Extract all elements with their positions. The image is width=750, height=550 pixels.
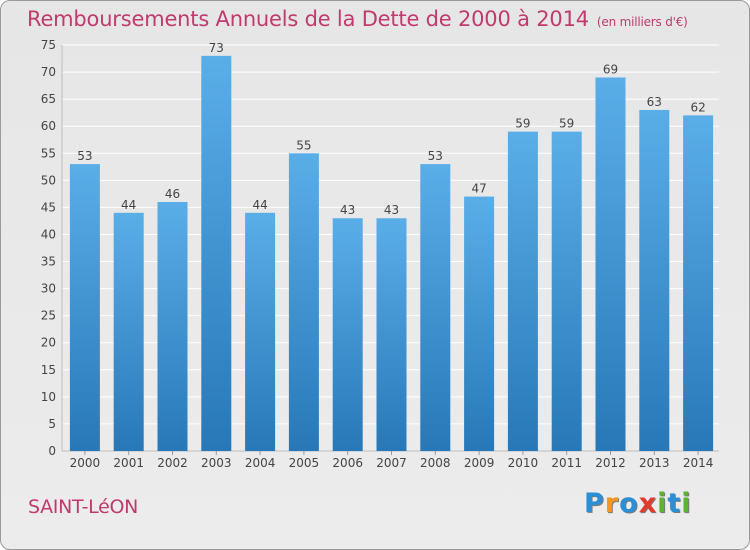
x-tick-label: 2002 <box>157 456 188 470</box>
y-tick-label: 10 <box>41 390 56 404</box>
bar-2013 <box>639 109 670 452</box>
y-tick-label: 25 <box>41 309 56 323</box>
value-label: 73 <box>209 41 224 55</box>
logo-letter: t <box>667 488 682 519</box>
bars: 53 44 46 73 44 55 43 43 53 47 59 59 69 63 62 <box>69 41 714 452</box>
x-tick-label: 2009 <box>464 456 495 470</box>
y-tick-label: 45 <box>41 200 56 214</box>
value-label: 53 <box>77 149 92 163</box>
value-label: 63 <box>647 95 662 109</box>
bar-2003 <box>201 55 232 452</box>
x-tick-label: 2004 <box>245 456 276 470</box>
x-tick-label: 2011 <box>551 456 582 470</box>
value-label: 53 <box>428 149 443 163</box>
x-tick-label: 2006 <box>332 456 363 470</box>
y-tick-label: 70 <box>41 65 56 79</box>
y-tick-label: 40 <box>41 227 56 241</box>
bar-2008 <box>420 164 451 452</box>
x-tick-label: 2008 <box>420 456 451 470</box>
bar-2014 <box>683 115 714 451</box>
chart-title: Remboursements Annuels de la Dette de 20… <box>27 7 688 31</box>
y-tick-label: 35 <box>41 255 56 269</box>
y-tick-label: 65 <box>41 92 56 106</box>
bar-2001 <box>113 212 144 451</box>
logo-letter: o <box>619 488 639 519</box>
x-tick-label: 2014 <box>683 456 714 470</box>
y-tick-label: 20 <box>41 336 56 350</box>
bar-2000 <box>69 164 100 452</box>
y-tick-label: 50 <box>41 173 56 187</box>
y-tick-label: 55 <box>41 146 56 160</box>
logo-letter: r <box>604 488 620 519</box>
value-label: 47 <box>471 182 486 196</box>
x-tick-label: 2005 <box>289 456 320 470</box>
bar-2007 <box>376 218 407 451</box>
bar-2005 <box>288 153 319 451</box>
y-tick-label: 30 <box>41 282 56 296</box>
value-label: 59 <box>515 117 530 131</box>
y-tick-label: 15 <box>41 363 56 377</box>
bar-2012 <box>595 77 626 451</box>
bar-2002 <box>157 201 188 451</box>
value-label: 55 <box>296 138 311 152</box>
chart-title-text: Remboursements Annuels de la Dette de 20… <box>27 7 589 31</box>
bar-2010 <box>507 131 538 451</box>
x-tick-label: 2007 <box>376 456 407 470</box>
logo-letter: i <box>657 488 668 519</box>
x-tick-label: 2012 <box>595 456 626 470</box>
logo-letter: i <box>681 488 692 519</box>
value-label: 44 <box>121 198 136 212</box>
commune-name: SAINT-LéON <box>28 496 139 518</box>
bar-2006 <box>332 218 363 451</box>
value-label: 44 <box>252 198 267 212</box>
y-tick-label: 0 <box>48 444 56 458</box>
x-axis: 2000 2001 2002 2003 2004 2005 2006 2007 2008 2009… <box>70 451 714 470</box>
value-label: 62 <box>690 100 705 114</box>
bar-2011 <box>551 131 582 451</box>
x-tick-label: 2001 <box>113 456 144 470</box>
x-tick-label: 2010 <box>508 456 539 470</box>
y-tick-label: 5 <box>48 417 56 431</box>
y-tick-label: 75 <box>41 38 56 52</box>
value-label: 46 <box>165 187 180 201</box>
bar-2009 <box>464 196 495 451</box>
value-label: 69 <box>603 62 618 76</box>
y-tick-label: 60 <box>41 119 56 133</box>
value-label: 43 <box>340 203 355 217</box>
value-label: 43 <box>384 203 399 217</box>
bar-2004 <box>245 212 276 451</box>
logo-letter: x <box>638 488 658 519</box>
x-tick-label: 2000 <box>70 456 101 470</box>
chart-unit: (en milliers d'€) <box>596 15 688 29</box>
x-tick-label: 2013 <box>639 456 670 470</box>
proxiti-logo: Proxiti <box>584 488 692 519</box>
x-tick-label: 2003 <box>201 456 232 470</box>
logo-letter: P <box>584 488 605 519</box>
value-label: 59 <box>559 117 574 131</box>
